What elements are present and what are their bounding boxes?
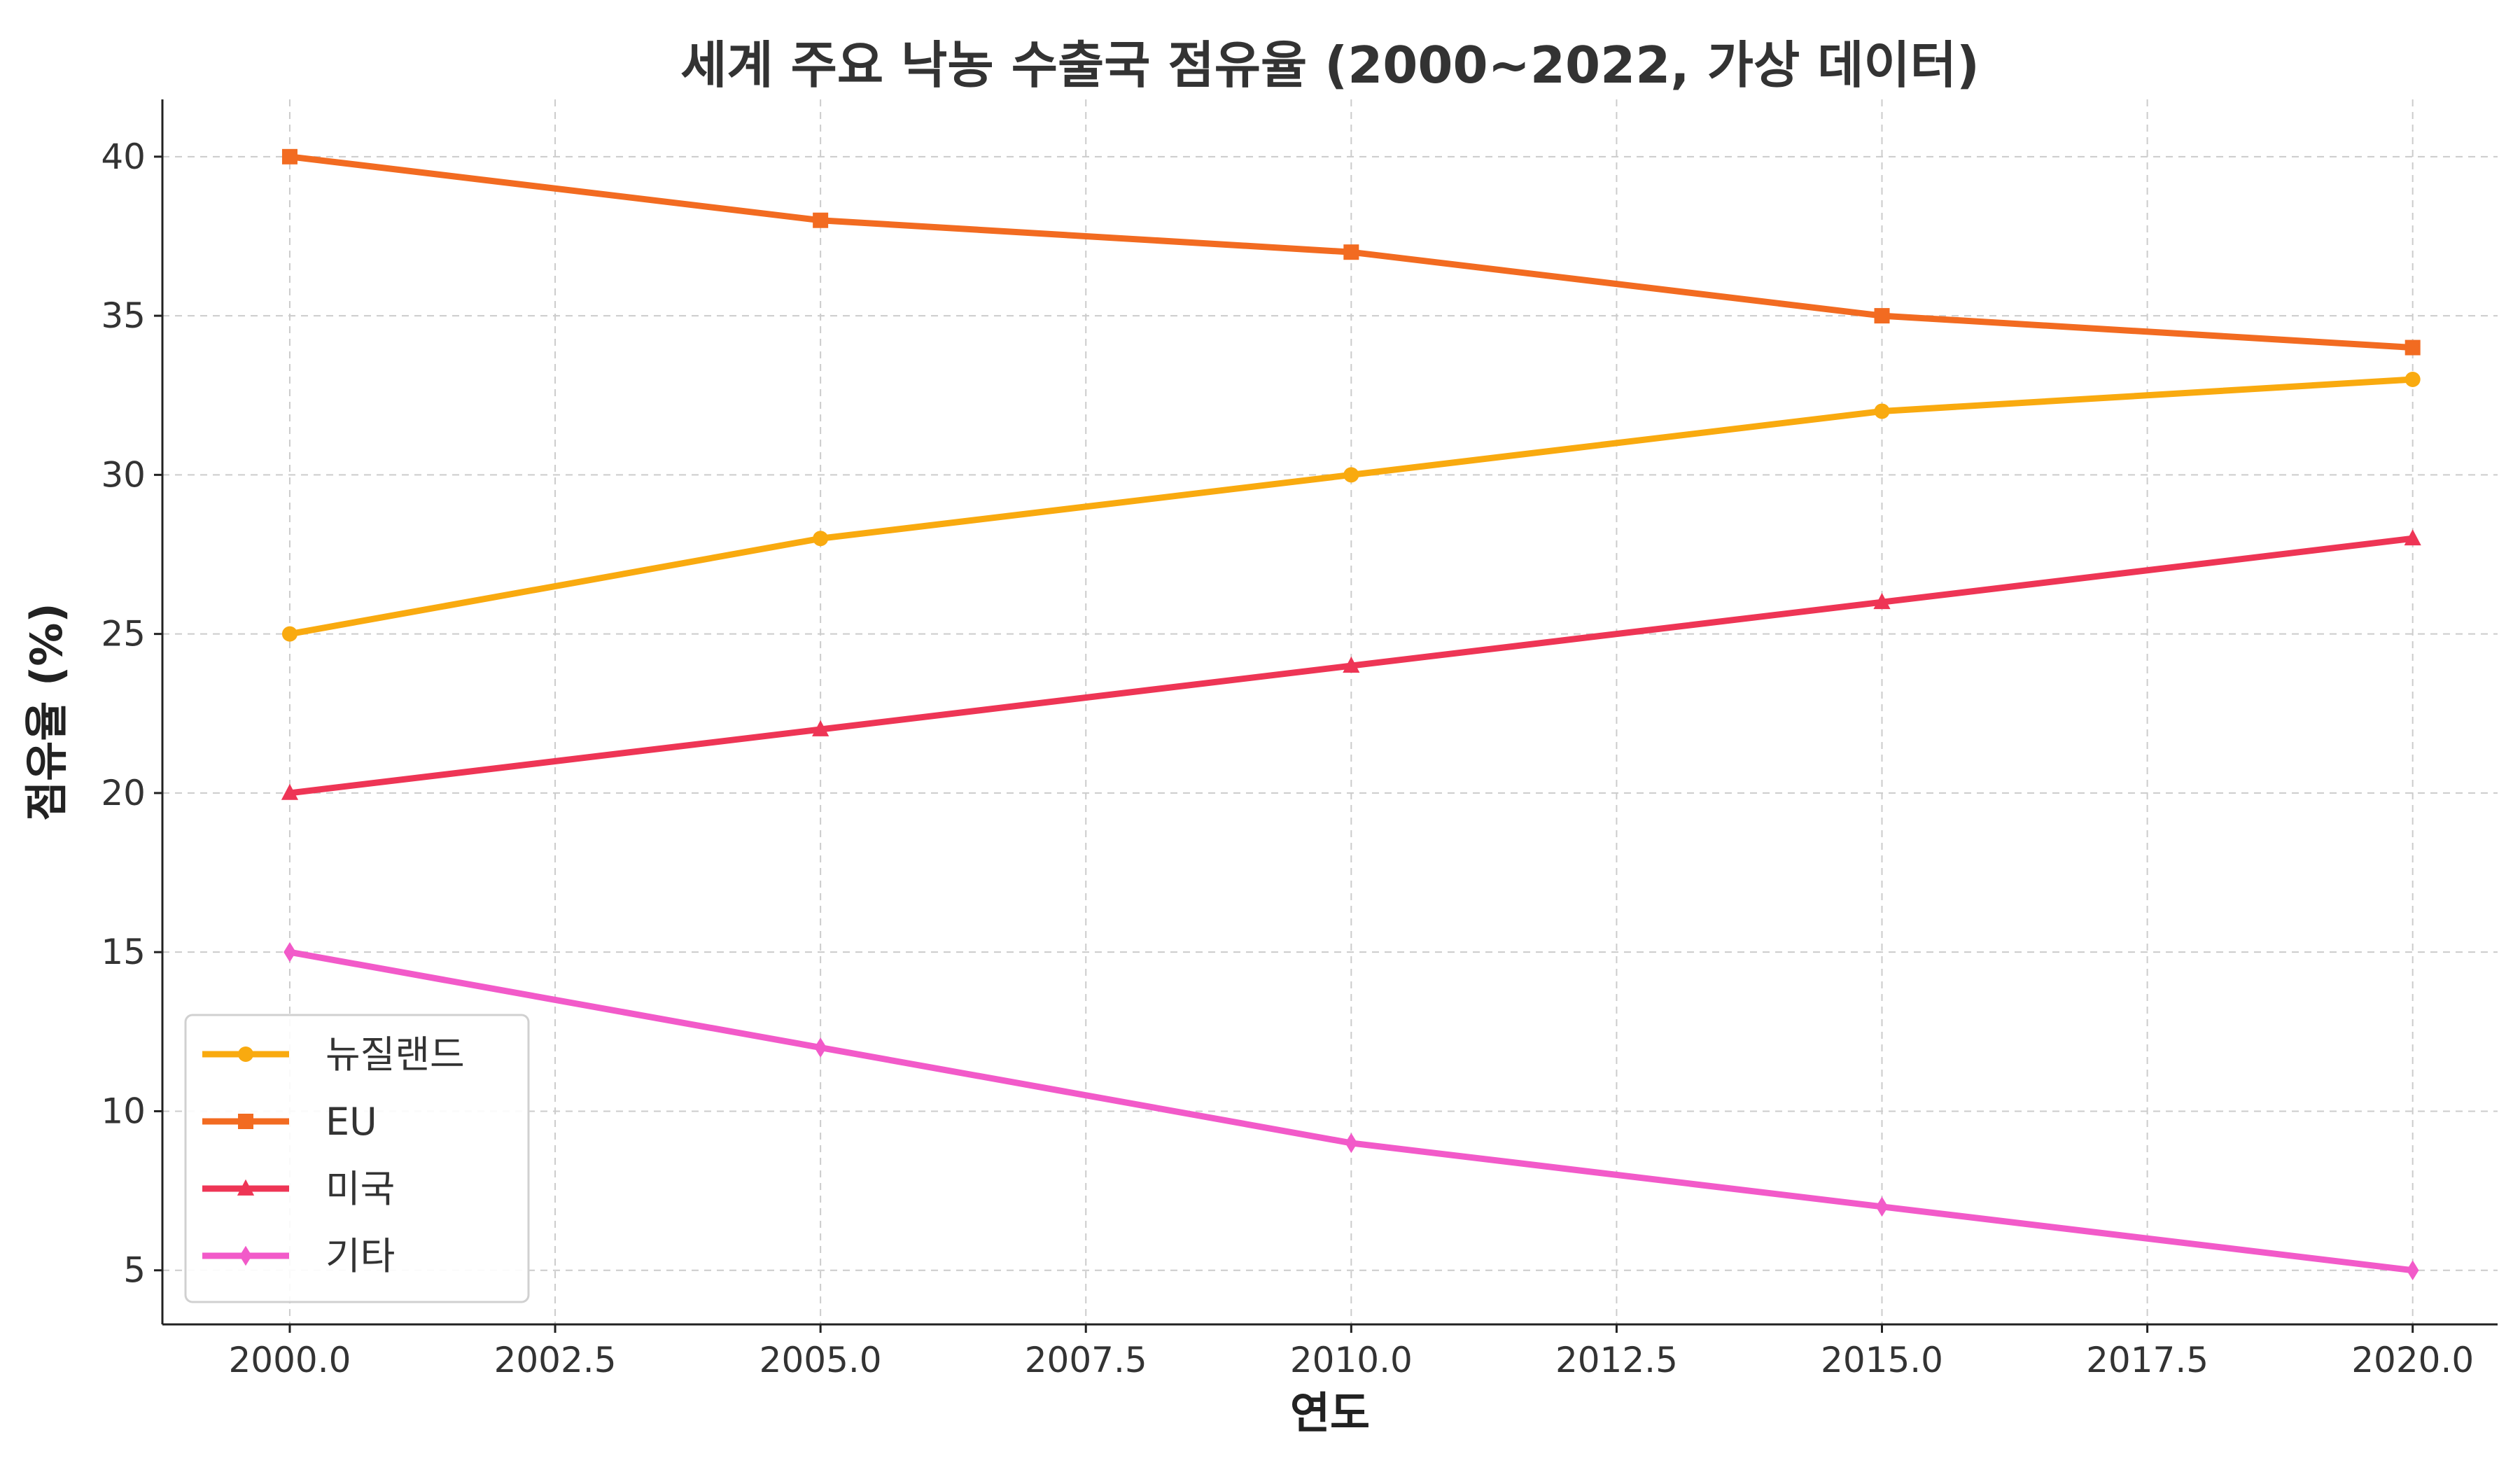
data-point [1343,244,1359,260]
series-3 [281,529,2421,800]
x-tick-label: 2005.0 [760,1340,882,1380]
data-point [2404,372,2421,387]
legend-label: 미국 [326,1167,395,1211]
y-tick-label: 35 [101,295,146,336]
legend-box [184,1014,530,1303]
y-tick-label: 15 [101,932,146,972]
x-axis-label: 연도 [1290,1387,1370,1438]
legend-item: EU [202,1100,377,1144]
legend-label: 기타 [326,1234,395,1278]
tick-labels: 2000.0 2002.5 2005.0 2007.5 2010.0 2012.5 2015… [101,136,2474,1380]
data-point [814,1037,827,1058]
data-point [281,626,298,642]
data-point [813,212,829,228]
legend-label: EU [326,1100,377,1144]
legend-marker [238,1046,253,1062]
legend-marker [238,1114,253,1129]
y-tick-label: 40 [101,136,146,177]
data-point [1874,403,1890,419]
y-tick-label: 5 [123,1250,146,1291]
x-tick-label: 2020.0 [2351,1340,2474,1380]
legend-marker [237,1179,255,1196]
data-point [2404,340,2421,356]
data-point [284,941,296,962]
legend-marker [239,1245,252,1266]
chart-title: 세계 주요 낙농 수출국 점유율 (2000~2022, 가상 데이터) [680,36,1980,94]
series-2 [281,148,2421,356]
series-1 [281,372,2421,642]
legend-item: 뉴질랜드 [202,1032,465,1077]
legend-item: 기타 [202,1234,395,1278]
x-tick-label: 2000.0 [228,1340,351,1380]
x-tick-label: 2015.0 [1821,1340,1943,1380]
legend-item: 미국 [202,1167,395,1211]
data-point [2406,1260,2419,1281]
data-point [813,531,829,547]
y-tick-label: 30 [101,454,146,495]
x-tick-label: 2010.0 [1290,1340,1413,1380]
y-tick-label: 20 [101,773,146,813]
axes [154,99,2498,1333]
data-point [281,148,298,164]
grid [162,99,2498,1324]
x-tick-label: 2012.5 [1555,1340,1678,1380]
data-point [1343,656,1360,673]
series-4 [284,941,2419,1281]
data-point [1875,1196,1889,1217]
data-point [1873,592,1891,610]
data-point [1874,308,1890,324]
x-tick-label: 2007.5 [1025,1340,1147,1380]
x-tick-label: 2017.5 [2086,1340,2208,1380]
data-point [2404,529,2421,546]
y-axis-label: 점유율 (%) [21,603,72,821]
data-point [1345,1133,1358,1154]
data-point [1343,467,1359,483]
legend-label: 뉴질랜드 [326,1032,465,1077]
data-point [812,720,830,736]
series-group [281,148,2421,1281]
data-point [281,783,299,800]
y-tick-label: 10 [101,1091,146,1131]
x-tick-label: 2002.5 [494,1340,617,1380]
y-tick-label: 25 [101,614,146,654]
